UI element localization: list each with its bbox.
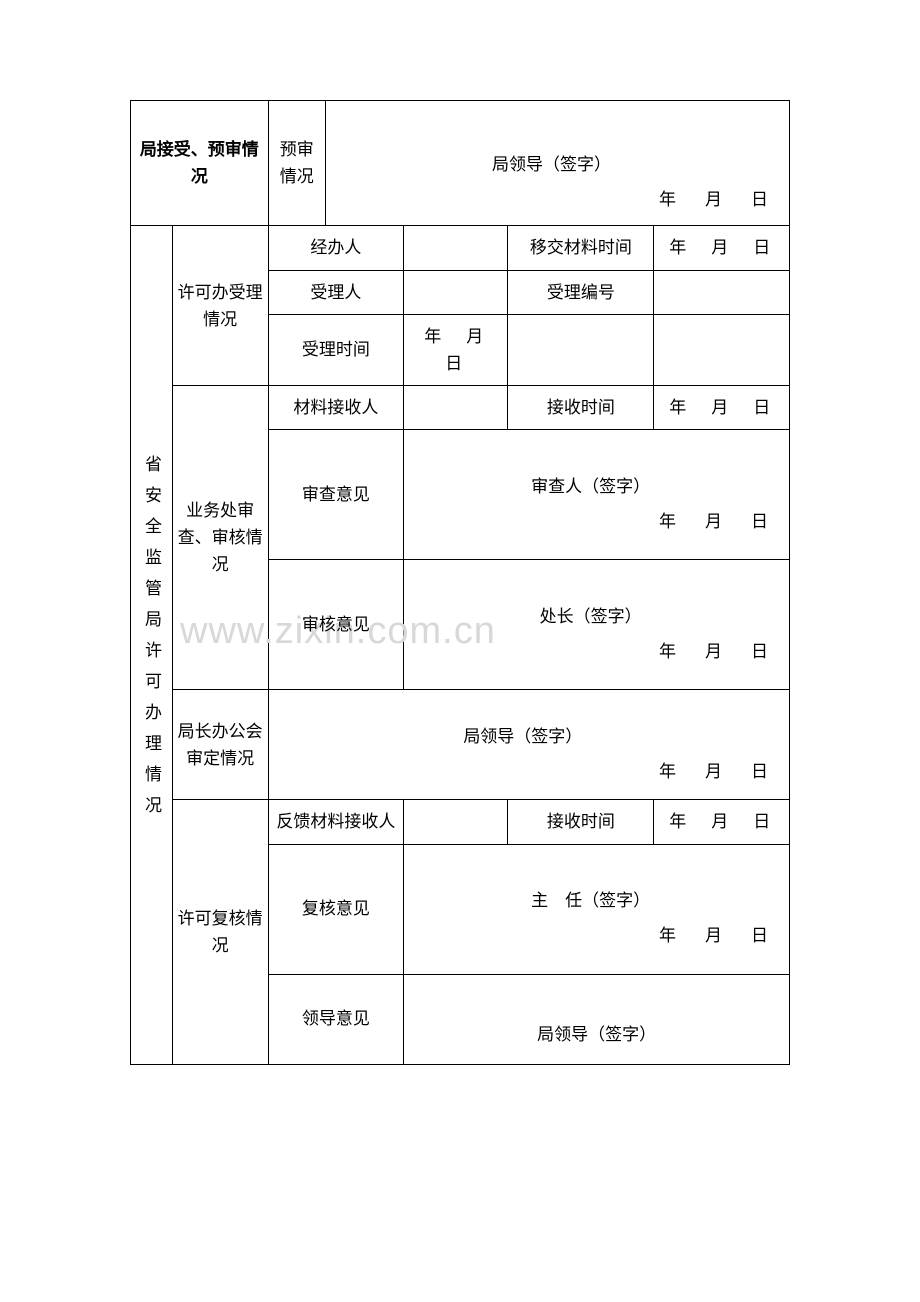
business-review-title: 业务处审查、审核情况 bbox=[172, 386, 268, 690]
accept-time-label: 受理时间 bbox=[268, 314, 404, 385]
receive-time-label: 接收时间 bbox=[508, 386, 654, 430]
acceptor-value bbox=[404, 270, 508, 314]
chief-sig-label: 处长（签字） bbox=[407, 603, 774, 630]
material-receiver-label: 材料接收人 bbox=[268, 386, 404, 430]
transfer-time-value: 年 月 日 bbox=[654, 226, 790, 270]
director-recheck-sig-label: 主 任（签字） bbox=[407, 887, 774, 914]
accept-time-value: 年 月 日 bbox=[404, 314, 508, 385]
director-recheck-sig-cell: 主 任（签字） 年 月 日 bbox=[404, 844, 790, 974]
director-recheck-date: 年 月 日 bbox=[407, 922, 774, 949]
feedback-time-label: 接收时间 bbox=[508, 800, 654, 844]
handler-label: 经办人 bbox=[268, 226, 404, 270]
audit-opinion-label: 审核意见 bbox=[268, 560, 404, 690]
top-date: 年 月 日 bbox=[329, 186, 774, 213]
transfer-time-label: 移交材料时间 bbox=[508, 226, 654, 270]
empty-cell bbox=[508, 314, 654, 385]
license-recheck-title: 许可复核情况 bbox=[172, 800, 268, 1064]
director-sig-label: 局领导（签字） bbox=[272, 723, 774, 750]
feedback-receiver-value bbox=[404, 800, 508, 844]
leader-sig-cell: 局领导（签字） bbox=[404, 974, 790, 1064]
feedback-time-value: 年 月 日 bbox=[654, 800, 790, 844]
empty-cell bbox=[654, 314, 790, 385]
material-receiver-value bbox=[404, 386, 508, 430]
review-opinion-label: 审查意见 bbox=[268, 430, 404, 560]
side-vertical-title: 省安全监管局许可办理情况 bbox=[131, 226, 173, 1064]
recheck-opinion-label: 复核意见 bbox=[268, 844, 404, 974]
form-table: 局接受、预审情况 预审情况 局领导（签字） 年 月 日 省安全监管局许可办理情况… bbox=[130, 100, 790, 1065]
top-title: 局接受、预审情况 bbox=[131, 101, 269, 226]
top-sig-label: 局领导（签字） bbox=[329, 151, 774, 178]
director-meeting-title: 局长办公会审定情况 bbox=[172, 690, 268, 800]
license-accept-title: 许可办受理情况 bbox=[172, 226, 268, 386]
accept-number-value bbox=[654, 270, 790, 314]
reviewer-sig-label: 审查人（签字） bbox=[407, 473, 774, 500]
top-signature-cell: 局领导（签字） 年 月 日 bbox=[325, 101, 789, 226]
feedback-receiver-label: 反馈材料接收人 bbox=[268, 800, 404, 844]
handler-value bbox=[404, 226, 508, 270]
reviewer-sig-cell: 审查人（签字） 年 月 日 bbox=[404, 430, 790, 560]
director-sig-cell: 局领导（签字） 年 月 日 bbox=[268, 690, 789, 800]
leader-sig-label: 局领导（签字） bbox=[537, 1025, 656, 1044]
chief-date: 年 月 日 bbox=[407, 638, 774, 665]
preview-label: 预审情况 bbox=[268, 101, 325, 226]
accept-number-label: 受理编号 bbox=[508, 270, 654, 314]
reviewer-date: 年 月 日 bbox=[407, 508, 774, 535]
chief-sig-cell: 处长（签字） 年 月 日 bbox=[404, 560, 790, 690]
leader-opinion-label: 领导意见 bbox=[268, 974, 404, 1064]
director-date: 年 月 日 bbox=[272, 758, 774, 785]
acceptor-label: 受理人 bbox=[268, 270, 404, 314]
receive-time-value: 年 月 日 bbox=[654, 386, 790, 430]
